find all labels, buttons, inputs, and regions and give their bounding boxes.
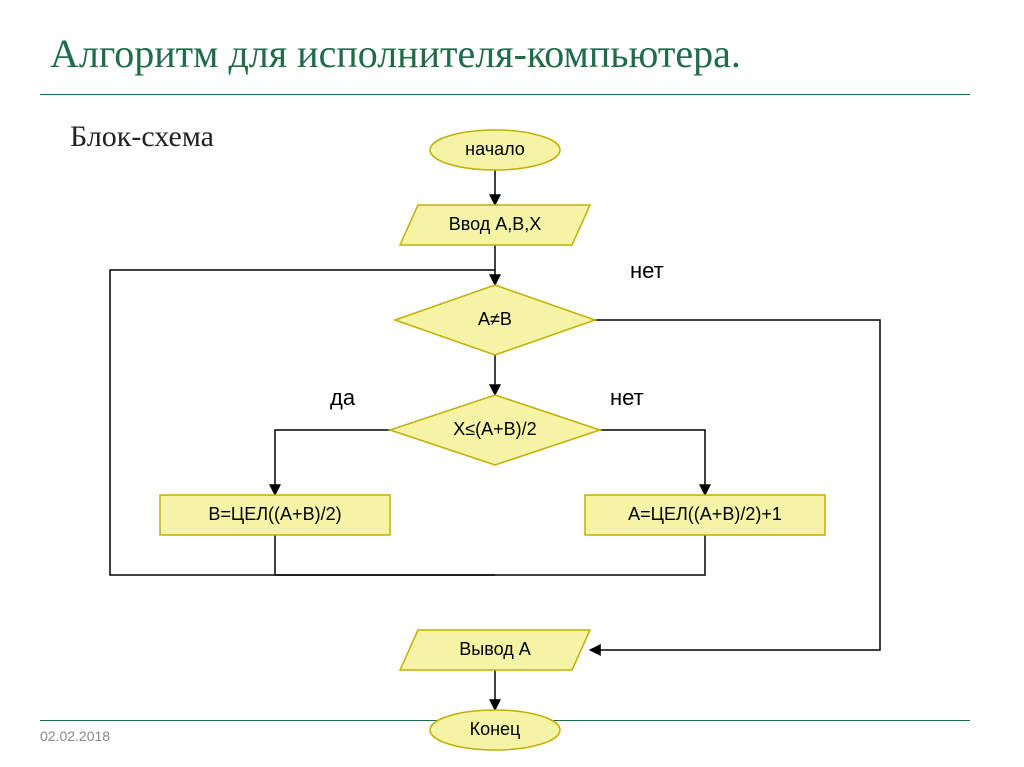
node-input-label: Ввод A,B,X [449,214,542,234]
dec2-no-label: нет [610,385,644,410]
node-dec1-label: A≠B [478,309,512,329]
node-output-label: Вывод A [459,639,530,659]
flowchart-nodes: начало Ввод A,B,X A≠B X≤(A+B)/2 B=ЦЕЛ((A+B)/… [160,130,825,750]
flowchart-canvas: начало Ввод A,B,X A≠B X≤(A+B)/2 B=ЦЕЛ((A+B)/… [0,0,1024,767]
node-end-label: Конец [470,719,521,739]
dec1-no-label: нет [630,258,664,283]
node-procR-label: A=ЦЕЛ((A+B)/2)+1 [628,504,782,524]
node-procL-label: B=ЦЕЛ((A+B)/2) [208,504,341,524]
edge-dec2-procR [600,430,705,495]
slide: Алгоритм для исполнителя-компьютера. Бло… [0,0,1024,767]
node-start-label: начало [465,139,525,159]
edge-dec2-procL [275,430,390,495]
dec2-yes-label: да [330,385,356,410]
edge-procL-mergeB [275,535,495,575]
edge-dec1no-output [590,320,880,650]
edge-procR-mergeB [495,535,705,575]
node-dec2-label: X≤(A+B)/2 [453,419,536,439]
